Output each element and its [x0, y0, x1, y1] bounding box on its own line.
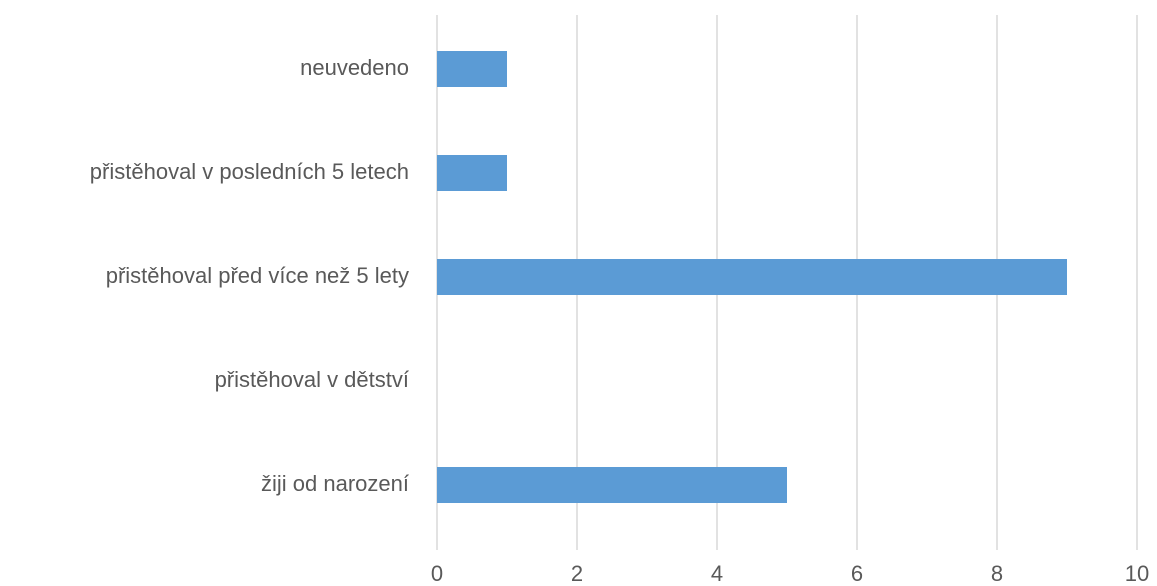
- x-tick-label: 2: [571, 561, 583, 586]
- bar: [437, 467, 787, 503]
- y-tick-label: žiji od narození: [261, 471, 409, 496]
- x-tick-label: 8: [991, 561, 1003, 586]
- x-tick-label: 4: [711, 561, 723, 586]
- y-tick-label: přistěhoval před více než 5 lety: [106, 263, 409, 288]
- x-tick-label: 10: [1125, 561, 1149, 586]
- y-tick-label: přistěhoval v dětství: [215, 367, 409, 392]
- y-tick-label: přistěhoval v posledních 5 letech: [90, 159, 409, 184]
- x-tick-label: 6: [851, 561, 863, 586]
- bar: [437, 259, 1067, 295]
- x-tick-label: 0: [431, 561, 443, 586]
- bar: [437, 155, 507, 191]
- y-tick-label: neuvedeno: [300, 55, 409, 80]
- bar: [437, 51, 507, 87]
